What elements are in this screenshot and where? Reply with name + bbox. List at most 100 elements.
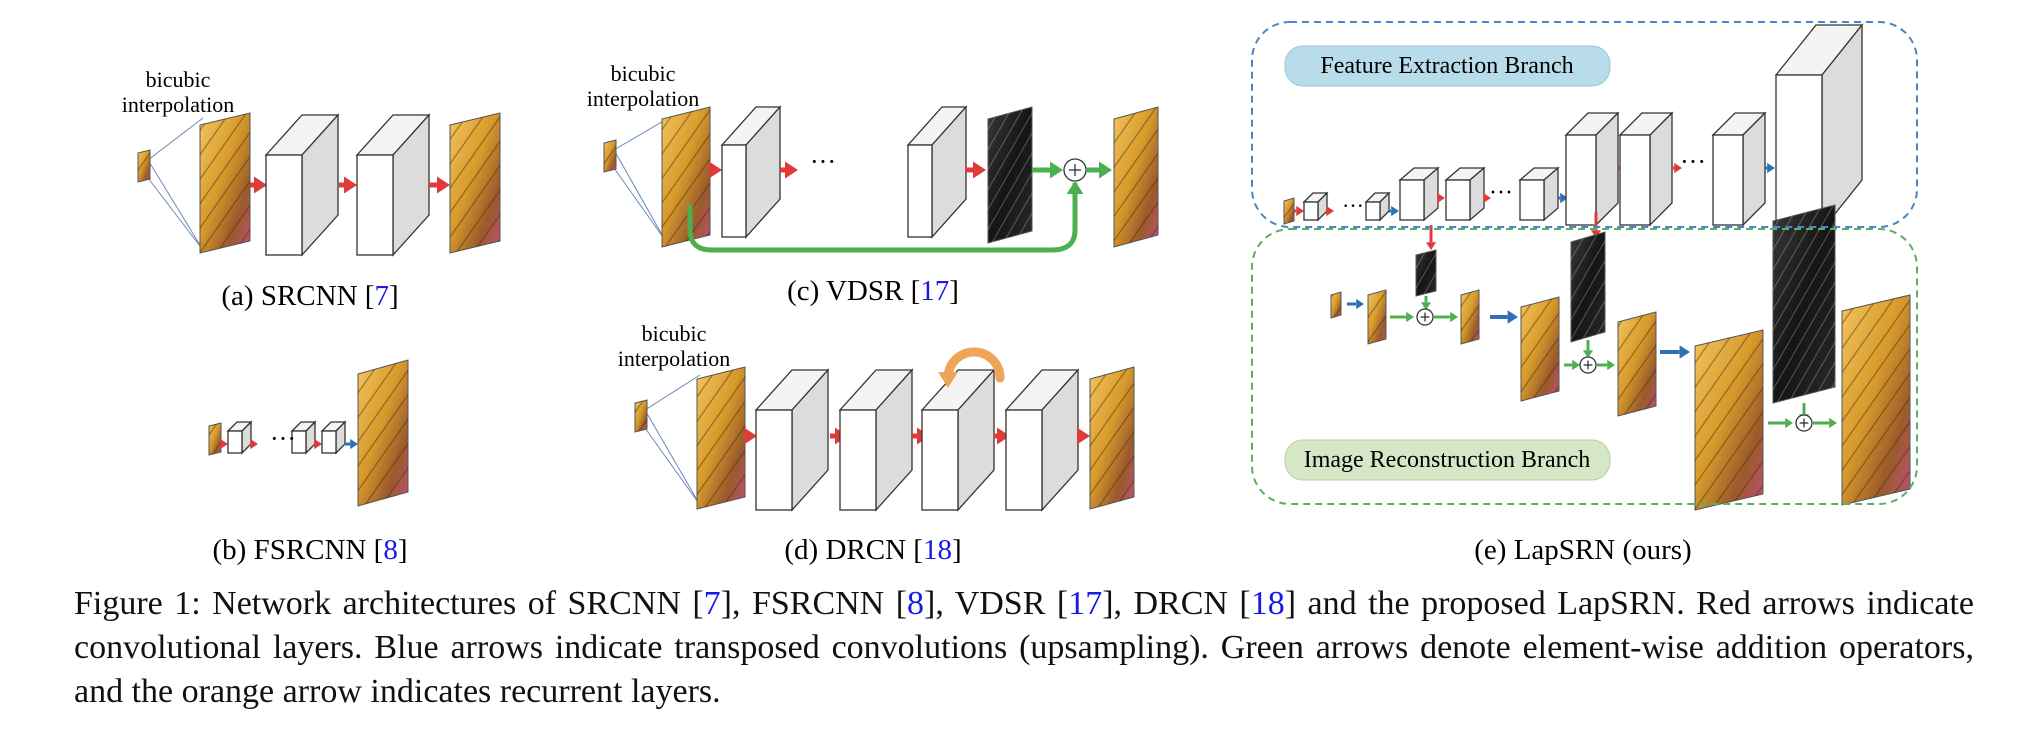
feature-extraction-box [1251,21,1918,228]
conv-arrow-c2 [780,161,798,179]
conv-arrow-e1 [1294,205,1304,217]
block-e5 [1518,166,1560,222]
block-e4-front [1445,179,1471,221]
block-a2-front [356,154,394,256]
conv-arrow-e2-head [1326,205,1334,217]
conv-arrow-c1 [709,161,722,179]
block-c2-front [907,144,933,238]
lr-image-recon-e [1330,291,1342,319]
interpolation-label-c: interpolation [587,86,699,111]
conv-arrow-e3 [1437,192,1445,204]
conv-arrow-d1-head [744,427,757,445]
panel-caption-b: (b) FSRCNN [8] [213,534,408,566]
block-d3 [920,368,996,512]
residual-image-c [987,106,1033,244]
output-image-d-texture [1090,367,1134,509]
block-e8 [1711,111,1767,227]
upsample-arrow-e4-head [1356,298,1364,310]
block-e8-front [1712,134,1744,226]
feature-branch-label: Feature Extraction Branch [1320,53,1573,79]
conv-arrow-d1 [744,427,757,445]
lr-image-e-texture [1284,198,1294,224]
block-e1-front [1303,201,1319,221]
upsample-arrow-e6 [1660,345,1690,359]
conv-arrow-b3 [314,438,322,450]
output-image-e3-texture [1842,295,1910,505]
block-e9 [1774,23,1864,232]
interp-lines-c [613,119,666,241]
block-b2-front [291,430,307,454]
caption-ref-8[interactable]: 8 [907,585,925,622]
bicubic-image-d-texture [697,367,745,509]
bicubic-label-a: bicubic [146,67,211,92]
block-b3 [320,420,347,455]
conv-arrow-a2 [339,176,357,194]
interp-lines-d-2 [644,409,701,506]
block-e2 [1364,191,1391,222]
caption-ref-18[interactable]: 18 [1250,585,1285,622]
upsample-arrow-e4 [1347,298,1364,310]
residual-image-e1-texture [1416,250,1436,296]
lr-image-b [208,422,222,456]
upsample-arrow-e3-head [1767,162,1775,174]
lr-image-d [634,399,648,433]
add-arrow-c1-head [1050,161,1063,179]
add-arrow-e2-head [1450,311,1458,323]
figure-caption: Figure 1: Network architectures of SRCNN… [74,585,1974,710]
conv-arrow-c3-head [973,161,986,179]
block-e9-front [1775,74,1823,231]
dots-b: ··· [270,424,296,453]
conv-arrow-e4-head [1483,192,1491,204]
block-a1 [264,113,340,257]
output-image-c [1113,106,1159,248]
conv-arrow-e6-head [1674,162,1682,174]
residual-image-e3 [1772,204,1836,404]
bicubic-image-c-texture [662,107,710,247]
panel-caption-a: (a) SRCNN [7] [221,280,398,312]
plus-e3 [1795,414,1813,432]
conv-arrow-e4 [1483,192,1491,204]
dots-c: ··· [810,147,836,176]
caption-ref-7[interactable]: 7 [703,585,721,622]
conv-arrow-c2-head [785,161,798,179]
caption-ref-17[interactable]: 17 [1068,585,1103,622]
block-e6-front [1565,134,1597,226]
interpolation-label-a: interpolation [122,92,234,117]
block-c1 [720,105,782,239]
upsample-arrow-e3 [1765,162,1775,174]
output-image-b-texture [358,360,408,506]
plus-e2 [1579,356,1597,374]
upsample-arrow-e1 [1389,205,1399,217]
panel-caption-e: (e) LapSRN (ours) [1474,534,1691,566]
block-d2-front [839,409,877,511]
interp-lines-a-0 [147,117,204,161]
add-arrow-e1 [1390,311,1414,323]
lr-image-c [603,139,617,173]
add-arrow-e1-head [1406,311,1414,323]
conv-arrow-e1-head [1296,205,1304,217]
bicubic-image-d [696,366,746,510]
conv-arrow-b1-head [220,438,228,450]
dots-e2: ··· [1489,180,1513,206]
output-image-e2 [1617,311,1657,417]
output-image-d [1089,366,1135,510]
conv-arrow-b2-head [250,438,258,450]
upsample-arrow-e5 [1490,310,1518,324]
upsample-arrow-e2 [1558,192,1568,204]
interpolation-label-d: interpolation [618,346,730,371]
conv-arrow-a3-head [437,176,450,194]
block-d3-front [921,409,959,511]
conv-arrow-a1-head [254,176,267,194]
block-e7-front [1619,134,1651,226]
block-e1 [1302,191,1329,222]
bicubic-image-a-texture [200,113,250,253]
upsample-arrow-e6-head [1679,345,1690,359]
conv-arrow-b2 [250,438,258,450]
output-image-e2-texture [1618,312,1656,416]
upsampled-image-e1 [1367,289,1387,345]
lr-image-a-texture [138,150,150,182]
interp-lines-c-1 [613,167,666,241]
block-d4 [1004,368,1080,512]
recon-branch-label: Image Reconstruction Branch [1304,447,1591,473]
add-down-arrow-e2-head [1582,350,1594,358]
